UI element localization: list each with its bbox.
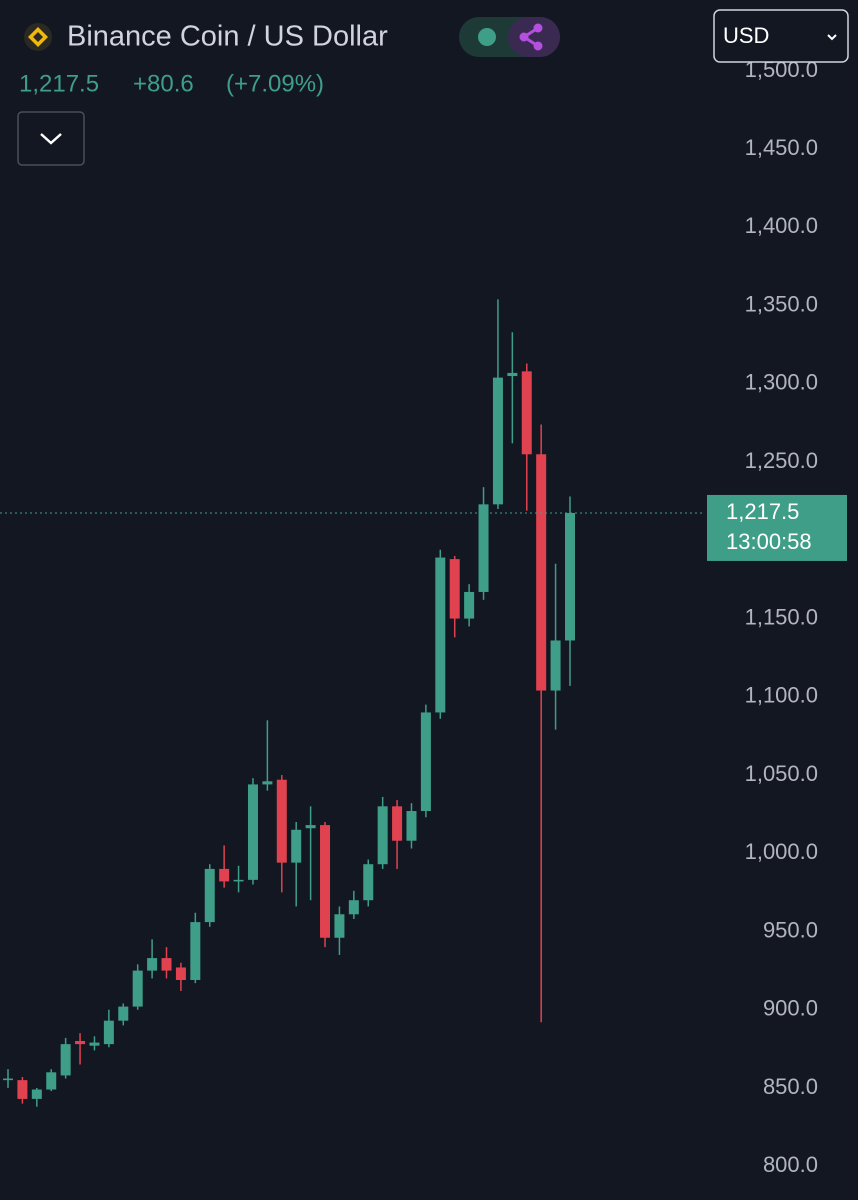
- candle-body: [75, 1041, 86, 1045]
- y-tick-label: 800.0: [763, 1152, 818, 1177]
- candle-body: [247, 784, 258, 880]
- candle-body: [3, 1078, 13, 1081]
- candle-body: [276, 779, 287, 863]
- candle-body: [132, 970, 143, 1007]
- coin-logo: [24, 23, 52, 51]
- y-tick-label: 1,000.0: [745, 839, 818, 864]
- y-tick-label: 850.0: [763, 1074, 818, 1099]
- candle-body: [147, 958, 158, 971]
- candle-body: [233, 879, 244, 882]
- candle-body: [305, 825, 316, 829]
- y-tick-label: 1,400.0: [745, 213, 818, 238]
- y-tick-label: 900.0: [763, 996, 818, 1021]
- candle-body: [449, 559, 460, 619]
- market-status-dot: [478, 28, 496, 46]
- candle-body: [118, 1006, 129, 1021]
- candle-body: [564, 512, 575, 641]
- candle-body: [31, 1089, 42, 1099]
- y-tick-label: 1,150.0: [745, 604, 818, 629]
- candle-body: [161, 958, 172, 971]
- candle-body: [536, 454, 547, 691]
- candle-body: [60, 1044, 71, 1076]
- candle-body: [392, 806, 403, 841]
- chart: 800.0 850.0 900.0 950.0 1,000.0 1,050.0 1,100.…: [0, 57, 847, 1177]
- symbol-title: Binance Coin / US Dollar: [67, 21, 388, 53]
- coin-logo-mark: [28, 27, 48, 47]
- candle-body: [17, 1080, 28, 1099]
- candle-body: [46, 1072, 57, 1090]
- candle-body: [435, 557, 446, 713]
- candle-body: [550, 640, 561, 691]
- y-tick-label: 1,100.0: [745, 683, 818, 708]
- candle-body: [478, 504, 489, 592]
- y-tick-label: 1,450.0: [745, 135, 818, 160]
- candle-body: [334, 914, 345, 938]
- candle-body: [521, 371, 532, 455]
- candle-body: [89, 1042, 100, 1046]
- y-tick-label: 1,300.0: [745, 370, 818, 395]
- last-price-box: [707, 494, 847, 561]
- countdown-label: 13:00:58: [726, 529, 812, 554]
- candle-body: [291, 829, 302, 863]
- candle-body: [492, 377, 503, 505]
- y-tick-label: 1,350.0: [745, 291, 818, 316]
- header-change: +80.6: [133, 70, 194, 97]
- last-price-label: 1,217.5: [726, 499, 799, 524]
- candle-body: [348, 900, 359, 915]
- candle-body: [320, 825, 331, 938]
- currency-label: USD: [723, 23, 769, 48]
- candle-body: [363, 864, 374, 901]
- candle-body: [406, 811, 417, 841]
- candle-body: [262, 781, 273, 785]
- header-price: 1,217.5: [19, 70, 99, 97]
- header-change-pct: (+7.09%): [226, 70, 324, 97]
- ideas-icon: [519, 23, 543, 51]
- y-tick-label: 1,250.0: [745, 448, 818, 473]
- candle-body: [464, 591, 475, 619]
- header: Binance Coin / US Dollar USD 1,217.5 +80…: [17, 9, 849, 166]
- collapse-icon: [40, 133, 62, 145]
- y-tick-label: 1,050.0: [745, 761, 818, 786]
- currency-dropdown[interactable]: [713, 9, 849, 63]
- collapse-button[interactable]: [17, 111, 85, 166]
- candle-body: [103, 1020, 114, 1045]
- candle-body: [420, 712, 431, 812]
- candle-body: [175, 967, 186, 980]
- candle-body: [204, 868, 215, 923]
- y-tick-label: 950.0: [763, 917, 818, 942]
- candle-body: [190, 922, 201, 980]
- candle-body: [219, 868, 230, 882]
- candle-body: [507, 372, 518, 377]
- ideas-button[interactable]: [508, 17, 560, 57]
- dropdown-caret: [827, 34, 837, 41]
- candle-body: [377, 806, 388, 865]
